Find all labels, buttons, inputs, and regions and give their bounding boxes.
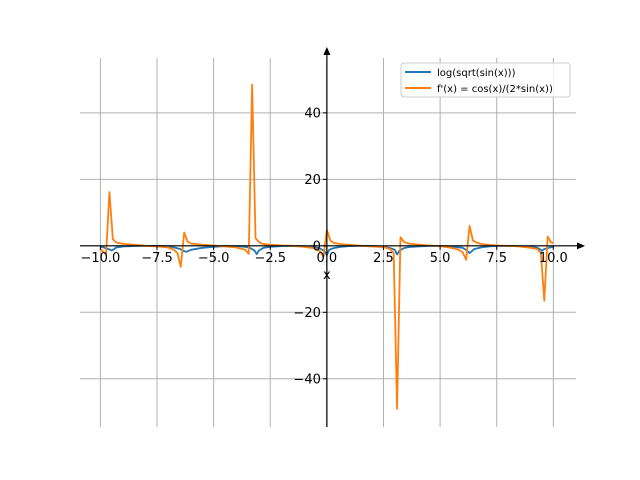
y-tick-label-1: −20 — [293, 306, 320, 321]
x-tick-label-6: 5.0 — [430, 251, 451, 266]
x-tick-label-3: −2.5 — [254, 251, 286, 266]
grid-lines — [80, 58, 576, 427]
tick-marks-and-labels: −10.0 −7.5 −5.0 −2.5 0.0 2.5 5.0 7.5 10.0 −40 −20 0… — [80, 106, 567, 387]
legend: log(sqrt(sin(x))) f'(x) = cos(x)/(2*sin(… — [400, 62, 571, 98]
legend-label-series-1: log(sqrt(sin(x))) — [437, 68, 516, 79]
axes — [80, 47, 585, 427]
x-tick-label-2: −5.0 — [198, 251, 230, 266]
x-axis-label: x — [323, 268, 331, 283]
x-tick-label-0: −10.0 — [80, 251, 120, 266]
y-tick-label-4: 40 — [304, 106, 321, 121]
x-axis-arrow — [577, 242, 585, 250]
y-tick-label-3: 20 — [304, 173, 321, 188]
y-axis-arrow — [323, 47, 331, 55]
y-tick-label-0: −40 — [293, 372, 320, 387]
legend-box — [400, 62, 571, 98]
x-tick-label-1: −7.5 — [141, 251, 173, 266]
x-tick-label-7: 7.5 — [486, 251, 507, 266]
y-tick-label-2: 0 — [313, 239, 321, 254]
x-tick-label-5: 2.5 — [373, 251, 394, 266]
x-tick-label-8: 10.0 — [539, 251, 568, 266]
x-tick-label-4: 0.0 — [317, 251, 338, 266]
legend-label-series-2: f'(x) = cos(x)/(2*sin(x)) — [437, 84, 553, 95]
